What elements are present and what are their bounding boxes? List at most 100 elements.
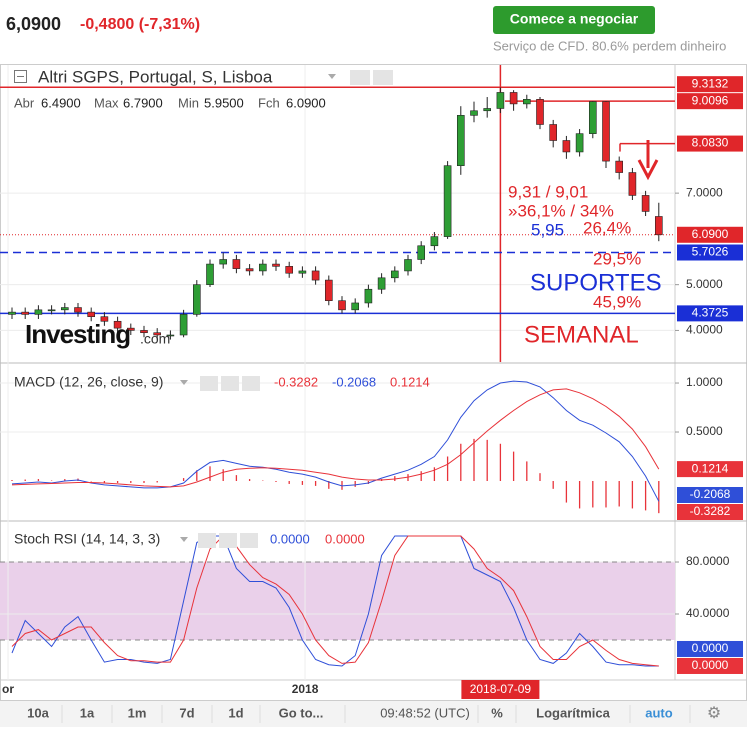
candle-body [615, 160, 624, 173]
candle-body [430, 236, 439, 247]
dropdown-icon[interactable] [180, 537, 188, 542]
annotation: 9,31 / 9,01 [508, 182, 588, 201]
toolbar-button[interactable]: 1d [228, 705, 243, 720]
candle-body [127, 327, 135, 331]
eye-icon[interactable] [350, 70, 370, 85]
candle-body [509, 92, 518, 105]
indicator-title: MACD (12, 26, close, 9) [14, 374, 163, 390]
trade-button[interactable] [493, 6, 655, 34]
candle-body [87, 311, 95, 317]
candle-body [100, 316, 109, 322]
ohlc-label: Max [94, 95, 119, 110]
close-icon[interactable] [242, 376, 260, 391]
cursor-date-label: 2018-07-09 [470, 682, 532, 696]
toolbar-button[interactable]: 1m [128, 705, 147, 720]
candle-body [8, 311, 16, 315]
axis-price-label: 0.1214 [692, 461, 729, 475]
disclaimer: Serviço de CFD. 80.6% perdem dinheiro [493, 38, 726, 53]
axis-price-label: 4.3725 [692, 306, 729, 320]
settings-icon[interactable] [373, 70, 393, 85]
candle-body [74, 307, 82, 313]
settings-icon[interactable] [221, 376, 239, 391]
annotation: 26,4% [583, 218, 631, 237]
y-tick-label: 0.5000 [686, 424, 723, 438]
toolbar-button[interactable]: 7d [179, 705, 194, 720]
watermark: Investing [25, 319, 130, 349]
indicator-line [11, 535, 659, 667]
trade-button-label[interactable]: Comece a negociar [510, 11, 639, 27]
dropdown-icon[interactable] [328, 74, 336, 79]
toolbar-button[interactable]: auto [645, 705, 673, 720]
y-tick-label: 80.0000 [686, 554, 730, 568]
axis-price-box [677, 244, 743, 261]
axis-price-box [677, 640, 743, 657]
settings-icon[interactable] [219, 533, 237, 548]
candle-body [602, 101, 610, 162]
legend-value: 0.1214 [390, 374, 430, 389]
overbought-band [0, 562, 675, 640]
toolbar-button[interactable]: Go to... [279, 705, 324, 720]
axis-price-label: 9.3132 [692, 76, 729, 90]
ohlc-value: 6.7900 [123, 95, 163, 110]
axis-price-label: 9.0096 [692, 93, 729, 107]
toolbar [0, 701, 747, 727]
settings-gear[interactable]: ⚙ [707, 705, 721, 722]
ohlc-label: Fch [258, 95, 280, 110]
candle-body [338, 300, 346, 311]
legend-value: 0.0000 [270, 531, 310, 546]
candle-body [47, 309, 56, 312]
candle-body [456, 115, 465, 166]
toolbar-button[interactable]: 1a [80, 705, 95, 720]
axis-price-box [677, 135, 743, 152]
ohlc-label: Min [178, 95, 199, 110]
candle-body [113, 320, 122, 329]
y-tick-label: 4.0000 [686, 323, 723, 337]
toolbar-button[interactable]: 10a [27, 705, 49, 720]
instrument-title: Altri SGPS, Portugal, S, Lisboa [38, 67, 273, 86]
y-tick-label: 5.0000 [686, 277, 723, 291]
annotation: 29,5% [593, 249, 641, 268]
candle-body [496, 92, 505, 109]
candle-body [219, 259, 227, 265]
axis-price-box [677, 76, 743, 93]
watermark-suffix: .com [140, 331, 170, 347]
arrow-head [637, 159, 659, 181]
candle-body [575, 133, 584, 153]
legend-value: -0.3282 [274, 374, 318, 389]
eye-icon[interactable] [198, 533, 216, 548]
candle-body [272, 263, 280, 267]
axis-price-label: 6.0900 [692, 227, 729, 241]
candle-body [641, 195, 650, 212]
toolbar-button[interactable]: % [491, 705, 503, 720]
candle-body [483, 108, 492, 112]
ohlc-value: 6.0900 [286, 95, 326, 110]
candle-body [21, 311, 30, 315]
candle-body [390, 270, 399, 279]
candle-body [470, 110, 478, 116]
candle-body [377, 277, 386, 290]
candle-body [522, 99, 531, 105]
dropdown-icon[interactable] [180, 380, 188, 385]
candle-body [311, 270, 320, 281]
eye-icon[interactable] [200, 376, 218, 391]
close-icon[interactable] [240, 533, 258, 548]
toolbar-button[interactable]: Logarítmica [536, 705, 610, 720]
y-tick-label: 7.0000 [686, 185, 723, 199]
candle-body [232, 259, 241, 269]
candle-body [179, 314, 188, 336]
axis-price-label: 8.0830 [692, 136, 729, 150]
axis-price-box [677, 93, 743, 110]
candle-body [34, 309, 43, 315]
axis-price-label: 0.0000 [692, 641, 729, 655]
axis-price-label: -0.3282 [690, 504, 731, 518]
last-price: 6,0900 [6, 14, 61, 34]
axis-price-box [677, 504, 743, 520]
candle-body [153, 332, 161, 336]
candle-body [60, 307, 69, 311]
annotation: 5,95 [531, 220, 564, 239]
candle-body [285, 266, 294, 274]
price-change: -0,4800 (-7,31%) [80, 16, 200, 33]
y-tick-label: 1.0000 [686, 375, 723, 389]
